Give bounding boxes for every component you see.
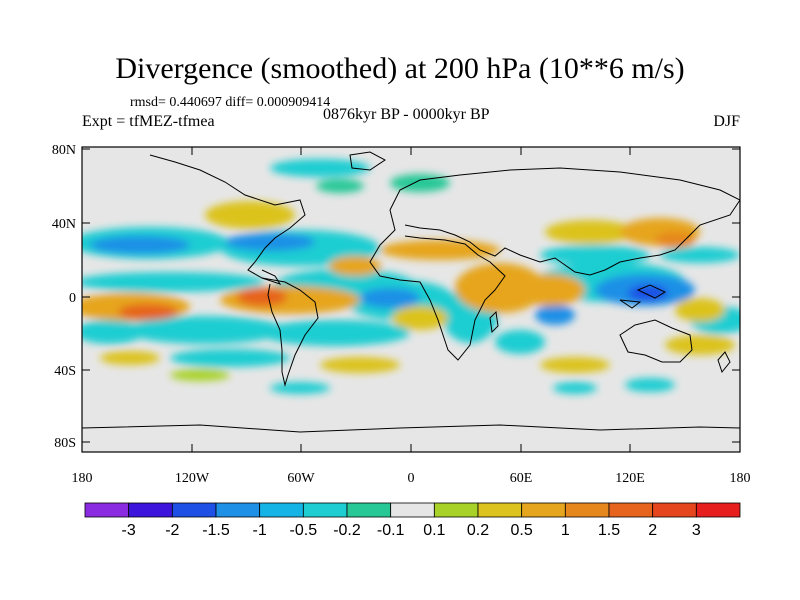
field-blob xyxy=(170,349,290,367)
colorbar-label: 3 xyxy=(692,522,701,539)
colorbar-label: -1 xyxy=(253,522,267,539)
lon-tick-label: 180 xyxy=(730,471,751,486)
colorbar-swatch xyxy=(302,502,348,518)
map-panel xyxy=(81,146,741,453)
season-label: DJF xyxy=(713,113,740,130)
field-blob xyxy=(390,174,450,192)
lon-tick-label: 180 xyxy=(72,471,93,486)
south-america-coast xyxy=(261,277,319,387)
colorbar-swatch xyxy=(477,502,523,518)
colorbar-swatch xyxy=(215,502,261,518)
colorbar-swatch xyxy=(521,502,566,518)
colorbar-swatch xyxy=(84,502,130,518)
colorbar-label: -0.2 xyxy=(333,522,361,539)
experiment-label: Expt = tfMEZ-tfmea xyxy=(82,113,215,130)
field-blob xyxy=(260,320,410,346)
colorbar-label: -3 xyxy=(122,522,136,539)
colorbar-label: -2 xyxy=(165,522,179,539)
colorbar-label: 0.5 xyxy=(511,522,533,539)
field-blob xyxy=(455,263,545,313)
field-blob xyxy=(515,274,585,306)
latitude-axis: 80N 40N 0 40S 80S xyxy=(52,143,740,451)
field-blob xyxy=(329,256,381,276)
colorbar-label: 2 xyxy=(648,522,657,539)
colorbar xyxy=(84,502,741,518)
lat-tick-label: 40S xyxy=(54,364,76,379)
lat-tick-label: 40N xyxy=(52,217,76,232)
field-blob xyxy=(205,201,295,229)
colorbar-label: -1.5 xyxy=(202,522,230,539)
lat-tick-label: 80N xyxy=(52,143,76,158)
field-blob xyxy=(125,316,285,344)
field-blob xyxy=(237,288,287,306)
colorbar-swatch xyxy=(652,502,697,518)
colorbar-label: 1.5 xyxy=(598,522,620,539)
field-blob xyxy=(100,351,160,365)
field-blob xyxy=(320,357,400,373)
field-blob xyxy=(675,298,725,322)
colorbar-swatch xyxy=(128,502,173,518)
lon-tick-label: 120E xyxy=(615,471,645,486)
field-blob xyxy=(545,220,635,244)
colorbar-swatch xyxy=(259,502,304,518)
lon-tick-label: 0 xyxy=(408,471,415,486)
field-blob xyxy=(665,335,735,355)
antarctica-coast xyxy=(82,424,740,433)
colorbar-swatch xyxy=(171,502,217,518)
colorbar-swatch xyxy=(346,502,392,518)
africa-coast xyxy=(369,209,506,361)
field-blob xyxy=(118,304,178,320)
north-america-coast xyxy=(149,154,306,285)
madagascar-coast xyxy=(489,310,499,334)
field-blob xyxy=(625,378,675,392)
colorbar-label: -0.1 xyxy=(377,522,405,539)
colorbar-label: 0.1 xyxy=(423,522,445,539)
field-blob xyxy=(392,306,448,330)
map-title: Divergence (smoothed) at 200 hPa (10**6 … xyxy=(115,52,685,85)
eurasia-coast xyxy=(389,167,740,276)
lat-tick-label: 80S xyxy=(54,436,76,451)
lon-tick-label: 60E xyxy=(510,471,533,486)
lon-tick-label: 120W xyxy=(175,471,210,486)
new-zealand-coast xyxy=(717,351,731,374)
coastlines xyxy=(82,151,740,433)
field-blob xyxy=(553,382,597,394)
field-blob xyxy=(495,330,545,354)
field-blob xyxy=(540,357,610,373)
longitude-axis: 180 120W 60W 0 60E 120E 180 xyxy=(72,147,751,486)
maritime-continent-coast xyxy=(619,284,667,309)
period-label: 0876kyr BP - 0000kyr BP xyxy=(323,106,490,123)
field-blob xyxy=(225,233,315,251)
colorbar-label: 1 xyxy=(561,522,570,539)
field-blob xyxy=(270,382,330,394)
field-blob xyxy=(540,245,650,265)
colorbar-label: 0.2 xyxy=(467,522,489,539)
field-blob xyxy=(90,236,190,254)
colorbar-swatch xyxy=(390,502,435,518)
colorbar-swatch xyxy=(564,502,610,518)
colorbar-label: -0.5 xyxy=(290,522,318,539)
colorbar-swatch xyxy=(695,502,741,518)
field-blob xyxy=(380,240,500,260)
divergence-field xyxy=(82,159,740,394)
colorbar-labels: -3 -2 -1.5 -1 -0.5 -0.2 -0.1 0.1 0.2 0.5 1 1.5 2 3 xyxy=(122,522,701,539)
stats-text: rmsd= 0.440697 diff= 0.000909414 xyxy=(130,95,331,110)
lat-tick-label: 0 xyxy=(69,291,76,306)
australia-coast xyxy=(619,319,693,363)
field-blob xyxy=(535,305,575,325)
field-blob xyxy=(628,285,668,301)
colorbar-swatch xyxy=(608,502,654,518)
field-blob xyxy=(170,369,230,381)
greenland-coast xyxy=(349,151,386,171)
field-blob xyxy=(270,159,370,177)
field-blob xyxy=(360,288,420,308)
lon-tick-label: 60W xyxy=(287,471,315,486)
field-blob xyxy=(316,179,364,193)
field-blob xyxy=(82,272,265,292)
colorbar-swatch xyxy=(433,502,479,518)
field-blob xyxy=(660,247,740,263)
field-blob xyxy=(655,232,695,248)
